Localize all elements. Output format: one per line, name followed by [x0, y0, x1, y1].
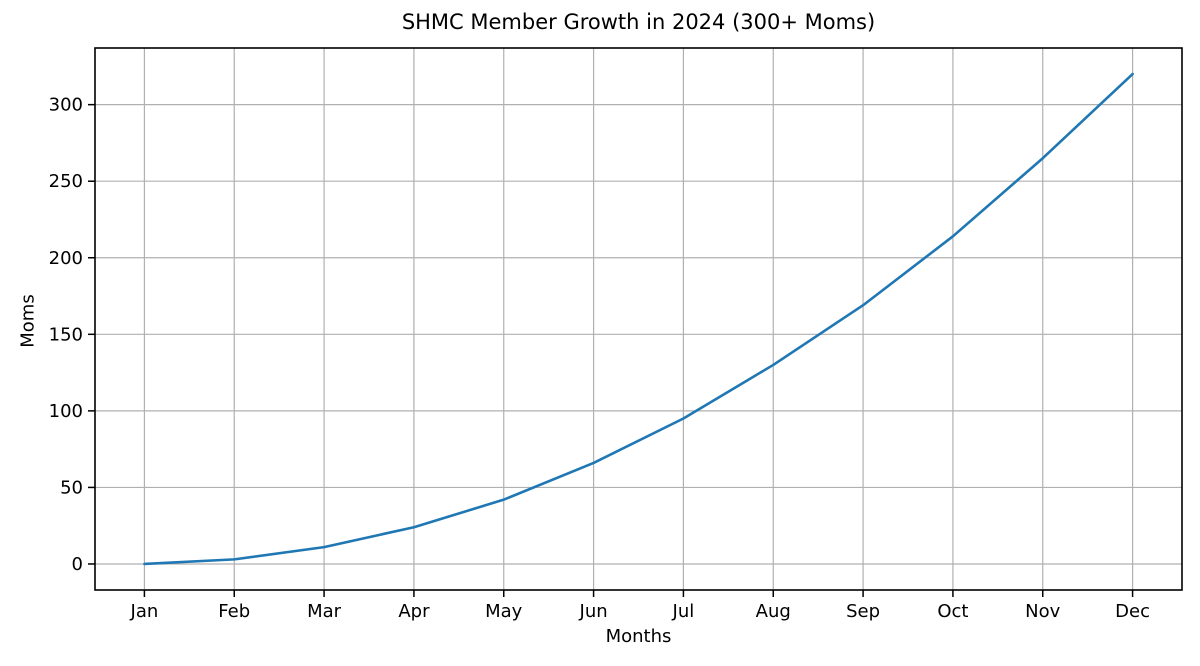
x-tick-label: Jan [130, 601, 159, 622]
y-tick-label: 150 [49, 324, 83, 345]
y-tick-label: 100 [49, 401, 83, 422]
axes-frame [94, 47, 1183, 591]
y-tick-label: 200 [49, 248, 83, 269]
x-tick-label: Jun [579, 601, 608, 622]
x-tick-label: Oct [937, 601, 968, 622]
y-tick-label: 300 [49, 95, 83, 116]
data-line-moms [143, 72, 1134, 566]
y-axis-label: Moms [17, 294, 39, 348]
y-tick-label: 250 [49, 171, 83, 192]
x-tick-label: Dec [1115, 601, 1150, 622]
tick-labels: Jan Feb Mar Apr May Jun Jul Aug Sep Oct Nov Dec 0 50 1… [49, 95, 1150, 622]
x-tick-label: Apr [398, 601, 430, 622]
y-tick-label: 50 [60, 477, 83, 498]
x-tick-label: Feb [218, 601, 250, 622]
x-tick-label: May [485, 601, 523, 622]
plot-background [95, 48, 1182, 590]
x-axis-label: Months [605, 626, 672, 647]
chart-title: SHMC Member Growth in 2024 (300+ Moms) [401, 10, 876, 34]
x-tick-label: Nov [1025, 601, 1060, 622]
x-tick-label: Sep [846, 601, 880, 622]
x-tick-label: Jul [672, 601, 695, 622]
x-tick-label: Mar [307, 601, 342, 622]
x-tick-label: Aug [756, 601, 791, 622]
tick-marks [88, 103, 1134, 597]
grid-lines [95, 48, 1182, 590]
y-tick-label: 0 [72, 554, 83, 575]
